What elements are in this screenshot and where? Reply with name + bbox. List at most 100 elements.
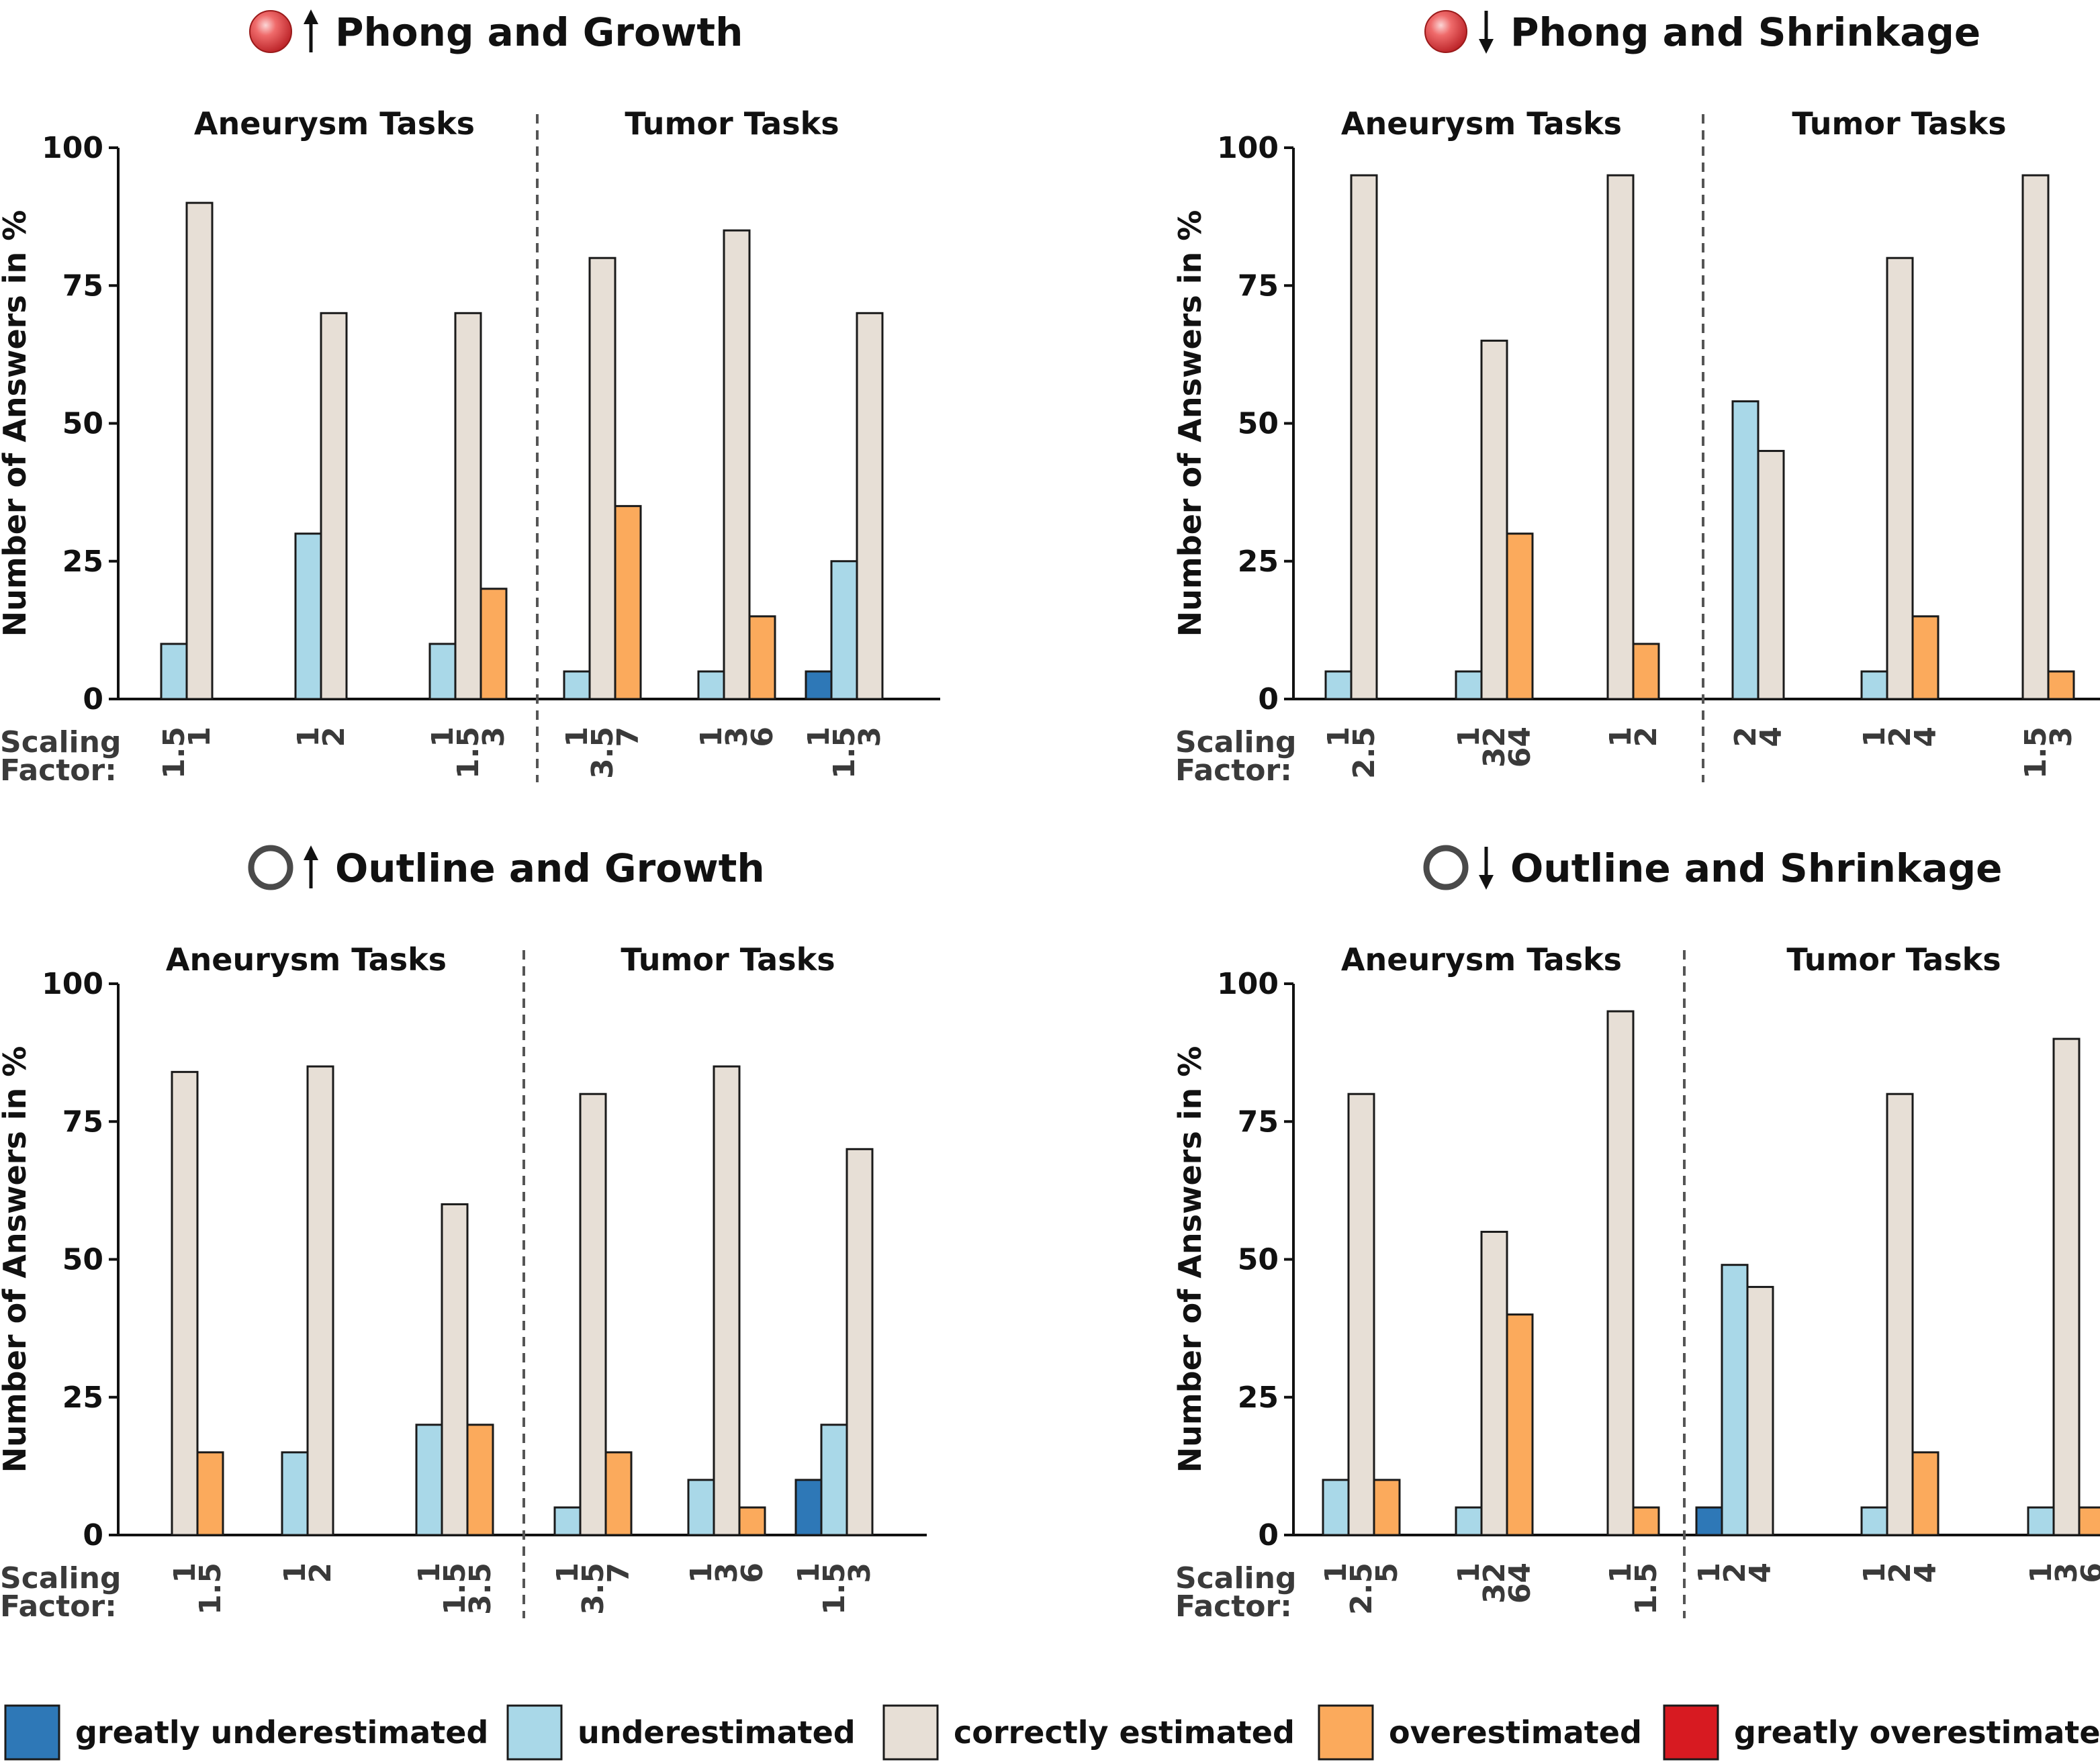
arrow-down-icon bbox=[1479, 11, 1494, 54]
y-axis: 0 25 50 75 100 Number of Answers in % bbox=[0, 967, 120, 1552]
bar-underestimated bbox=[1322, 1479, 1350, 1536]
scaling-factor-tick: 3 bbox=[853, 727, 887, 747]
scaling-factor-tick: 6 bbox=[2075, 1563, 2100, 1583]
bar-overestimated bbox=[1506, 1313, 1534, 1536]
scaling-factor-tick: 1 bbox=[802, 727, 836, 747]
arrow-up-icon bbox=[304, 845, 318, 888]
factor-label: Factor: bbox=[1175, 1589, 1292, 1624]
y-tick-label: 50 bbox=[62, 407, 103, 441]
scaling-factor-tick: 7 bbox=[602, 1563, 636, 1583]
scaling-factor-tick: 4 bbox=[1754, 727, 1788, 747]
bar-underestimated bbox=[697, 670, 725, 700]
bar-group-5: 124 bbox=[1858, 257, 1943, 747]
y-axis-title: Number of Answers in % bbox=[1172, 210, 1208, 637]
arrow-up-icon bbox=[304, 9, 318, 52]
panel-title: Outline and Growth bbox=[335, 845, 765, 891]
legend-item-overestimated: overestimated bbox=[1318, 1704, 1642, 1761]
bar-correctly-estimated bbox=[1480, 339, 1508, 700]
scaling-factor-tick: 64 bbox=[1503, 1563, 1537, 1604]
scaling-factor-tick: 7 bbox=[611, 727, 645, 747]
panel-title: Phong and Shrinkage bbox=[1510, 9, 1980, 55]
scaling-factor-tick: 4 bbox=[1743, 1563, 1778, 1583]
bar-underestimated bbox=[553, 1506, 582, 1536]
legend-label: overestimated bbox=[1389, 1714, 1642, 1751]
bar-underestimated bbox=[1324, 670, 1353, 700]
y-tick-label: 75 bbox=[62, 1105, 103, 1139]
bar-correctly-estimated bbox=[579, 1093, 607, 1536]
bar-correctly-estimated bbox=[588, 257, 617, 700]
scaling-factor-tick: 2 bbox=[1883, 1563, 1917, 1583]
bar-overestimated bbox=[1632, 643, 1660, 700]
bar-underestimated bbox=[160, 643, 188, 700]
bar-group-1: 12.5 bbox=[1322, 174, 1381, 779]
scaling-factor-tick: 1 bbox=[1322, 727, 1356, 747]
bar-overestimated bbox=[480, 588, 508, 700]
scaling-factor-tick: 1 bbox=[1452, 1563, 1486, 1583]
section-title-aneurysm: Aneurysm Tasks bbox=[194, 105, 475, 142]
bar-group-5: 136 bbox=[684, 1065, 770, 1583]
scaling-factor-tick: 3.5 bbox=[586, 727, 620, 779]
bar-group-4: 124 bbox=[1692, 1264, 1778, 1583]
bar-correctly-estimated bbox=[454, 312, 482, 700]
bar-underestimated bbox=[1860, 670, 1888, 700]
scaling-factor-tick: 3.5 bbox=[463, 1563, 498, 1615]
bar-overestimated bbox=[196, 1451, 224, 1536]
scaling-label: Scaling bbox=[1175, 725, 1296, 759]
bar-underestimated bbox=[415, 1424, 443, 1536]
y-tick-label: 50 bbox=[1238, 1243, 1279, 1277]
scaling-factor-tick: 4 bbox=[1909, 727, 1943, 747]
scaling-factor-tick: 1 bbox=[168, 1563, 202, 1583]
section-title-aneurysm: Aneurysm Tasks bbox=[1341, 941, 1622, 978]
bar-correctly-estimated bbox=[1746, 1286, 1774, 1536]
scaling-factor-tick: 1 bbox=[291, 727, 326, 747]
bar-correctly-estimated bbox=[1347, 1093, 1375, 1536]
scaling-factor-tick: 1 bbox=[792, 1563, 826, 1583]
outline-circle-icon bbox=[248, 845, 293, 890]
scaling-factor-tick: 2 bbox=[304, 1563, 338, 1583]
bar-correctly-estimated bbox=[713, 1065, 741, 1536]
y-tick-label: 25 bbox=[1238, 1381, 1279, 1415]
bar-overestimated bbox=[614, 505, 642, 700]
arrow-down-icon bbox=[1479, 847, 1494, 890]
scaling-factor-tick: 32 bbox=[1477, 727, 1512, 768]
panel-title-group: Phong and Shrinkage bbox=[1424, 9, 1980, 55]
scaling-factor-tick: 3.5 bbox=[576, 1563, 610, 1615]
scaling-factor-tick: 1 bbox=[1858, 727, 1892, 747]
scaling-factor-tick: 1.5 bbox=[157, 727, 191, 779]
scaling-factor-tick: 1 bbox=[551, 1563, 585, 1583]
panel-4: Outline and Shrinkage Aneurysm Tasks Tumor… bbox=[1172, 845, 2100, 1624]
bar-correctly-estimated bbox=[1606, 1010, 1635, 1536]
bar-greatly-underestimated bbox=[1695, 1506, 1723, 1536]
bar-group-6: 1.53 bbox=[2019, 174, 2079, 779]
chart-panels: Phong and Growth Aneurysm Tasks Tumor Task… bbox=[0, 9, 2100, 1624]
factor-label: Factor: bbox=[1175, 753, 1292, 788]
y-tick-label: 25 bbox=[62, 545, 103, 579]
bar-underestimated bbox=[1455, 670, 1483, 700]
bar-correctly-estimated bbox=[441, 1203, 469, 1536]
y-tick-label: 0 bbox=[83, 682, 103, 716]
bar-underestimated bbox=[820, 1424, 848, 1536]
scaling-factor-tick: 3 bbox=[720, 727, 754, 747]
bar-underestimated bbox=[2027, 1506, 2055, 1536]
y-axis-title: Number of Answers in % bbox=[1172, 1046, 1208, 1473]
scaling-factor-tick: 1 bbox=[426, 727, 460, 747]
legend: greatly underestimated underestimated corr… bbox=[4, 1704, 2100, 1761]
y-tick-label: 25 bbox=[62, 1381, 103, 1415]
scaling-factor-tick: 1.5 bbox=[1629, 1563, 1663, 1615]
red-sphere-icon bbox=[1424, 10, 1467, 53]
bar-underestimated bbox=[830, 560, 858, 700]
scaling-factor-tick: 1.5 bbox=[2019, 727, 2053, 779]
bar-overestimated bbox=[466, 1424, 494, 1536]
scaling-factor-tick: 1 bbox=[694, 727, 729, 747]
bar-correctly-estimated bbox=[1606, 174, 1635, 700]
scaling-factor-tick: 4 bbox=[1909, 1563, 1943, 1583]
scaling-factor-tick: 2 bbox=[1729, 727, 1763, 747]
bar-correctly-estimated bbox=[320, 312, 348, 700]
y-axis-title: Number of Answers in % bbox=[0, 210, 33, 637]
y-tick-label: 50 bbox=[62, 1243, 103, 1277]
scaling-factor-tick: 2.5 bbox=[1344, 1563, 1379, 1615]
bar-underestimated bbox=[687, 1479, 715, 1536]
scaling-factor-tick: 1 bbox=[560, 727, 594, 747]
panel-title: Phong and Growth bbox=[335, 9, 743, 55]
